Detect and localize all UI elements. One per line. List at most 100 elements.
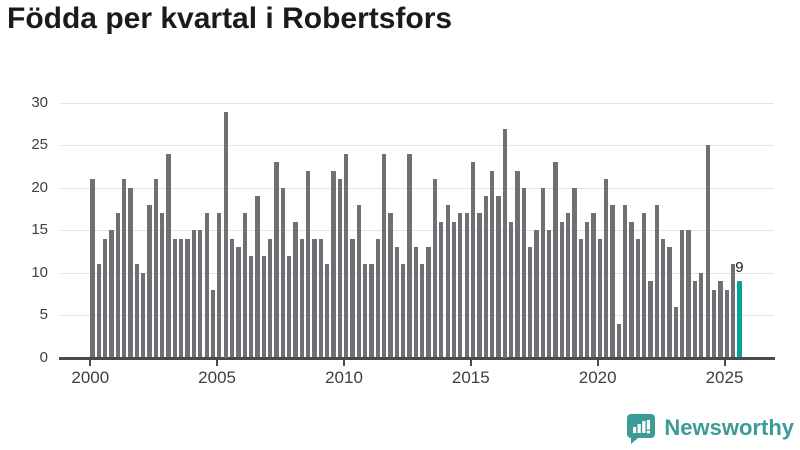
bar	[236, 247, 241, 358]
bar	[565, 213, 571, 358]
bar	[559, 221, 564, 358]
bar	[521, 187, 526, 358]
bar	[692, 281, 698, 358]
x-axis-tick	[596, 359, 599, 366]
bar	[350, 238, 355, 358]
bar	[642, 213, 647, 358]
x-axis-tick-label: 2000	[71, 367, 110, 387]
bar	[464, 213, 469, 358]
y-axis-tick-label: 20	[31, 178, 48, 196]
bar	[122, 179, 127, 358]
bar	[141, 272, 146, 358]
newsworthy-logo-icon	[625, 412, 657, 444]
x-axis-tick-label: 2005	[198, 367, 236, 387]
bar	[210, 289, 216, 358]
y-axis-tick-label: 10	[31, 263, 48, 281]
x-axis-tick	[469, 359, 472, 366]
bar	[413, 247, 419, 358]
bar	[578, 238, 583, 358]
bar	[451, 221, 457, 358]
y-axis-tick-label: 30	[31, 94, 48, 111]
bar	[312, 238, 317, 358]
bar	[730, 264, 736, 358]
bar	[515, 170, 520, 358]
bar	[654, 204, 660, 358]
bar	[286, 255, 292, 358]
bar	[382, 153, 387, 358]
bar	[540, 187, 545, 358]
bar	[90, 179, 95, 358]
bar	[198, 230, 203, 358]
bar	[394, 247, 400, 358]
bar	[458, 213, 463, 358]
gridline-y-20	[60, 187, 774, 189]
bar	[337, 179, 342, 358]
bar	[363, 264, 368, 358]
bar	[401, 264, 406, 358]
bar	[591, 213, 596, 358]
bar	[109, 230, 114, 358]
bar	[667, 247, 672, 358]
bar	[115, 213, 121, 358]
bar	[610, 204, 615, 358]
y-axis-tick-label: 5	[39, 306, 48, 324]
bar	[635, 238, 641, 358]
bar	[439, 221, 444, 358]
bar	[483, 196, 488, 358]
gridline-y-25	[60, 145, 774, 147]
bar	[242, 213, 247, 358]
bar	[255, 196, 260, 358]
bar	[267, 238, 273, 358]
bar	[585, 221, 590, 358]
bar	[248, 255, 254, 358]
bar	[261, 255, 266, 358]
bar	[344, 153, 349, 358]
y-axis-tick-label: 25	[31, 136, 48, 154]
x-axis-tick-label: 2020	[578, 367, 617, 387]
bar	[318, 238, 323, 358]
bar	[604, 179, 609, 358]
bar	[128, 187, 133, 358]
bar	[711, 289, 717, 358]
bar	[699, 272, 704, 358]
bar	[686, 230, 691, 358]
bar	[508, 221, 514, 358]
bar	[661, 238, 666, 358]
bar	[496, 196, 501, 358]
chart-title: Födda per kvartal i Robertsfors	[7, 2, 453, 35]
bar	[305, 170, 311, 358]
bar	[325, 264, 330, 358]
bar	[502, 128, 507, 358]
bar	[470, 162, 476, 358]
bar	[172, 238, 178, 358]
bar	[489, 170, 495, 358]
gridline-y-30	[60, 103, 774, 104]
bar	[147, 204, 152, 358]
bar	[229, 238, 235, 358]
bar	[191, 230, 197, 358]
bar	[153, 179, 159, 358]
bar	[597, 238, 603, 358]
x-axis-tick	[89, 359, 92, 366]
bar	[426, 247, 431, 358]
bar	[388, 213, 393, 358]
bar	[356, 204, 362, 358]
bar	[623, 204, 628, 358]
x-axis-tick-label: 2025	[705, 367, 744, 387]
bar	[724, 289, 729, 358]
bar	[477, 213, 482, 358]
x-axis-tick	[723, 359, 726, 366]
bar	[280, 187, 285, 358]
bar	[648, 281, 653, 358]
bar	[718, 281, 723, 358]
bar	[293, 221, 298, 358]
bar	[103, 238, 108, 358]
bar	[160, 213, 165, 358]
newsworthy-logo-text: Newsworthy	[664, 415, 794, 440]
x-axis-line	[59, 356, 775, 360]
bar	[553, 162, 558, 358]
bar	[629, 221, 634, 358]
bar	[616, 323, 622, 358]
bar	[179, 238, 184, 358]
